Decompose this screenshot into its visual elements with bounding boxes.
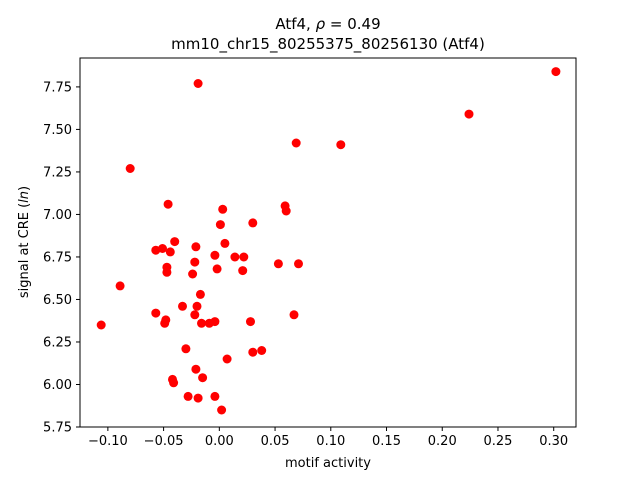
data-point-3 <box>291 138 301 148</box>
data-point-9 <box>281 206 291 216</box>
x-axis-label: motif activity <box>285 456 371 471</box>
x-tick-label: −0.05 <box>144 434 184 449</box>
y-tick-label: 6.75 <box>43 250 72 265</box>
data-point-4 <box>336 140 346 150</box>
data-point-50 <box>169 378 179 388</box>
data-point-0 <box>551 67 561 77</box>
data-point-35 <box>289 310 299 320</box>
x-tick-label: 0.20 <box>428 434 457 449</box>
data-point-12 <box>170 237 180 247</box>
data-point-27 <box>162 267 172 277</box>
y-tick-label: 6.50 <box>43 293 72 308</box>
data-point-32 <box>192 301 202 311</box>
data-point-18 <box>210 250 220 260</box>
data-point-34 <box>190 310 200 320</box>
y-tick-label: 5.75 <box>43 421 72 436</box>
y-tick-label: 7.25 <box>43 165 72 180</box>
y-tick-label: 7.75 <box>43 80 72 95</box>
data-point-47 <box>191 364 201 374</box>
data-point-6 <box>163 199 173 209</box>
data-point-46 <box>222 354 232 364</box>
data-point-28 <box>188 269 198 279</box>
data-point-7 <box>218 204 228 214</box>
data-point-39 <box>197 318 206 328</box>
data-point-19 <box>230 252 240 262</box>
data-point-44 <box>257 346 267 355</box>
x-tick-label: 0.30 <box>539 434 568 449</box>
plot-frame <box>79 57 577 428</box>
data-point-21 <box>190 257 200 267</box>
data-point-25 <box>212 264 222 274</box>
y-tick-label: 6.00 <box>43 378 72 393</box>
chart-subtitle: mm10_chr15_80255375_80256130 (Atf4) <box>171 35 485 54</box>
data-point-2 <box>193 79 203 88</box>
data-point-16 <box>151 245 161 255</box>
data-point-45 <box>248 347 258 357</box>
x-tick-label: 0.00 <box>205 434 234 449</box>
x-tick-label: 0.15 <box>372 434 401 449</box>
data-point-30 <box>195 289 205 299</box>
data-point-1 <box>464 109 474 119</box>
data-point-37 <box>160 318 170 328</box>
data-point-26 <box>238 266 248 276</box>
data-point-29 <box>115 281 125 291</box>
data-point-52 <box>193 393 203 403</box>
data-point-10 <box>248 218 258 228</box>
x-tick-label: 0.05 <box>261 434 290 449</box>
data-point-40 <box>204 318 214 328</box>
data-point-41 <box>246 317 255 327</box>
data-point-11 <box>215 220 225 230</box>
data-point-33 <box>151 308 161 318</box>
data-point-22 <box>273 259 283 269</box>
data-point-51 <box>183 391 193 401</box>
data-point-31 <box>178 301 187 311</box>
data-point-17 <box>165 247 175 257</box>
y-axis-ticks: 5.75 6.00 6.25 6.50 6.75 7.00 7.25 7.50 7.75 <box>43 80 80 436</box>
x-tick-label: 0.10 <box>316 434 345 449</box>
data-point-53 <box>210 391 220 401</box>
chart-title: Atf4, ρ = 0.49 <box>275 15 380 33</box>
data-point-14 <box>191 242 201 252</box>
data-point-23 <box>294 259 303 269</box>
y-tick-label: 7.00 <box>43 208 72 223</box>
y-tick-label: 6.25 <box>43 335 72 350</box>
y-axis-label: signal at CRE (ln) <box>17 186 32 298</box>
x-axis-ticks: −0.10 −0.05 0.00 0.05 0.10 0.15 0.20 0.25 0.30 <box>88 427 568 449</box>
data-point-48 <box>198 373 208 383</box>
y-tick-label: 7.50 <box>43 123 72 138</box>
data-point-20 <box>239 252 249 262</box>
x-tick-label: 0.25 <box>484 434 513 449</box>
data-point-43 <box>181 344 191 354</box>
points-layer <box>96 67 561 415</box>
x-tick-label: −0.10 <box>88 434 128 449</box>
data-point-13 <box>220 238 230 248</box>
data-point-5 <box>125 164 135 173</box>
data-point-54 <box>217 405 227 415</box>
data-point-42 <box>96 320 106 330</box>
